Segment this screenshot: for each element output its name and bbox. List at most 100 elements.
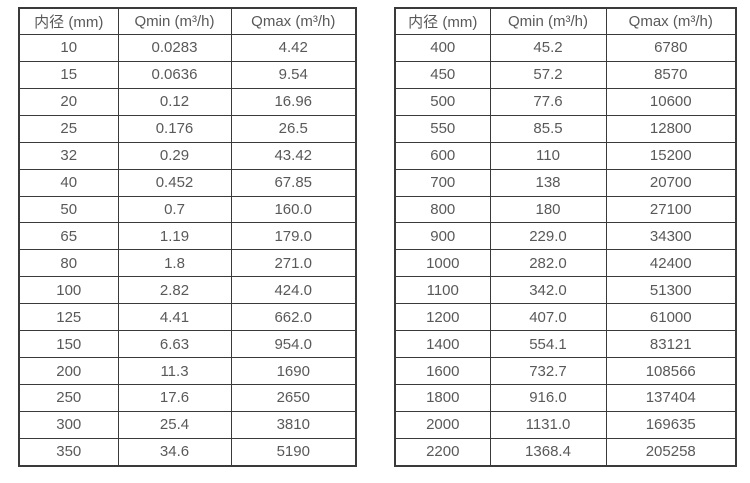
table-cell: 0.7 — [117, 195, 232, 224]
table-row: 300 25.4 3810 — [18, 410, 357, 439]
table-cell: 34300 — [605, 222, 737, 251]
column-header-diameter: 内径 (mm) — [394, 7, 491, 35]
table-cell: 61000 — [605, 303, 737, 332]
table-row: 40 0.452 67.85 — [18, 168, 357, 197]
column-header-qmax: Qmax (m³/h) — [605, 7, 737, 35]
flow-table-large-diameters: 内径 (mm) Qmin (m³/h) Qmax (m³/h) 400 45.2 6… — [394, 7, 737, 467]
table-cell: 45.2 — [489, 34, 607, 62]
table-cell: 25 — [18, 114, 119, 143]
table-row: 15 0.0636 9.54 — [18, 60, 357, 89]
table-cell: 110 — [489, 141, 607, 170]
table-row: 700 138 20700 — [394, 168, 737, 197]
table-cell: 4.41 — [117, 303, 232, 332]
table-row: 150 6.63 954.0 — [18, 330, 357, 359]
table-cell: 400 — [394, 34, 491, 62]
table-cell: 80 — [18, 249, 119, 278]
table-header-row: 内径 (mm) Qmin (m³/h) Qmax (m³/h) — [394, 7, 737, 35]
table-cell: 550 — [394, 114, 491, 143]
table-row: 65 1.19 179.0 — [18, 222, 357, 251]
table-body: 400 45.2 6780 450 57.2 8570 500 77.6 10600 550 85.… — [394, 34, 737, 467]
table-cell: 0.452 — [117, 168, 232, 197]
table-row: 250 17.6 2650 — [18, 383, 357, 412]
table-cell: 65 — [18, 222, 119, 251]
table-cell: 4.42 — [230, 34, 357, 62]
table-row: 20 0.12 16.96 — [18, 87, 357, 116]
table-cell: 0.176 — [117, 114, 232, 143]
table-cell: 125 — [18, 303, 119, 332]
table-cell: 916.0 — [489, 383, 607, 412]
table-row: 50 0.7 160.0 — [18, 195, 357, 224]
table-row: 550 85.5 12800 — [394, 114, 737, 143]
table-cell: 8570 — [605, 60, 737, 89]
table-cell: 10 — [18, 34, 119, 62]
column-header-diameter: 内径 (mm) — [18, 7, 119, 35]
column-header-qmax: Qmax (m³/h) — [230, 7, 357, 35]
table-cell: 1000 — [394, 249, 491, 278]
table-cell: 20700 — [605, 168, 737, 197]
table-row: 350 34.6 5190 — [18, 437, 357, 467]
flow-table-small-diameters: 内径 (mm) Qmin (m³/h) Qmax (m³/h) 10 0.0283… — [18, 7, 357, 467]
table-cell: 25.4 — [117, 410, 232, 439]
table-row: 600 110 15200 — [394, 141, 737, 170]
table-body: 10 0.0283 4.42 15 0.0636 9.54 20 0.12 16.96 25 0.1… — [18, 34, 357, 467]
table-cell: 2000 — [394, 410, 491, 439]
table-cell: 137404 — [605, 383, 737, 412]
table-cell: 732.7 — [489, 357, 607, 385]
table-cell: 1368.4 — [489, 437, 607, 467]
table-cell: 6780 — [605, 34, 737, 62]
table-cell: 205258 — [605, 437, 737, 467]
table-cell: 600 — [394, 141, 491, 170]
column-header-qmin: Qmin (m³/h) — [489, 7, 607, 35]
table-cell: 350 — [18, 437, 119, 467]
table-cell: 1690 — [230, 357, 357, 385]
column-header-qmin: Qmin (m³/h) — [117, 7, 232, 35]
table-cell: 0.0636 — [117, 60, 232, 89]
table-row: 100 2.82 424.0 — [18, 276, 357, 305]
table-row: 25 0.176 26.5 — [18, 114, 357, 143]
table-cell: 229.0 — [489, 222, 607, 251]
table-cell: 271.0 — [230, 249, 357, 278]
table-cell: 300 — [18, 410, 119, 439]
table-cell: 100 — [18, 276, 119, 305]
table-row: 10 0.0283 4.42 — [18, 34, 357, 62]
table-row: 2000 1131.0 169635 — [394, 410, 737, 439]
table-cell: 67.85 — [230, 168, 357, 197]
table-cell: 200 — [18, 357, 119, 385]
table-cell: 407.0 — [489, 303, 607, 332]
table-row: 1600 732.7 108566 — [394, 357, 737, 385]
table-cell: 10600 — [605, 87, 737, 116]
table-cell: 700 — [394, 168, 491, 197]
table-cell: 51300 — [605, 276, 737, 305]
table-cell: 40 — [18, 168, 119, 197]
table-cell: 450 — [394, 60, 491, 89]
table-cell: 342.0 — [489, 276, 607, 305]
table-cell: 1400 — [394, 330, 491, 359]
table-cell: 2650 — [230, 383, 357, 412]
table-cell: 1100 — [394, 276, 491, 305]
table-cell: 77.6 — [489, 87, 607, 116]
table-cell: 16.96 — [230, 87, 357, 116]
table-cell: 180 — [489, 195, 607, 224]
table-cell: 83121 — [605, 330, 737, 359]
table-cell: 800 — [394, 195, 491, 224]
table-row: 200 11.3 1690 — [18, 357, 357, 385]
table-cell: 500 — [394, 87, 491, 116]
table-cell: 85.5 — [489, 114, 607, 143]
table-cell: 26.5 — [230, 114, 357, 143]
table-cell: 0.29 — [117, 141, 232, 170]
table-row: 80 1.8 271.0 — [18, 249, 357, 278]
table-cell: 5190 — [230, 437, 357, 467]
table-cell: 138 — [489, 168, 607, 197]
table-row: 400 45.2 6780 — [394, 34, 737, 62]
table-cell: 15200 — [605, 141, 737, 170]
table-row: 500 77.6 10600 — [394, 87, 737, 116]
table-cell: 0.0283 — [117, 34, 232, 62]
table-cell: 160.0 — [230, 195, 357, 224]
table-cell: 954.0 — [230, 330, 357, 359]
table-cell: 3810 — [230, 410, 357, 439]
table-cell: 57.2 — [489, 60, 607, 89]
table-cell: 27100 — [605, 195, 737, 224]
table-cell: 2.82 — [117, 276, 232, 305]
table-row: 1200 407.0 61000 — [394, 303, 737, 332]
